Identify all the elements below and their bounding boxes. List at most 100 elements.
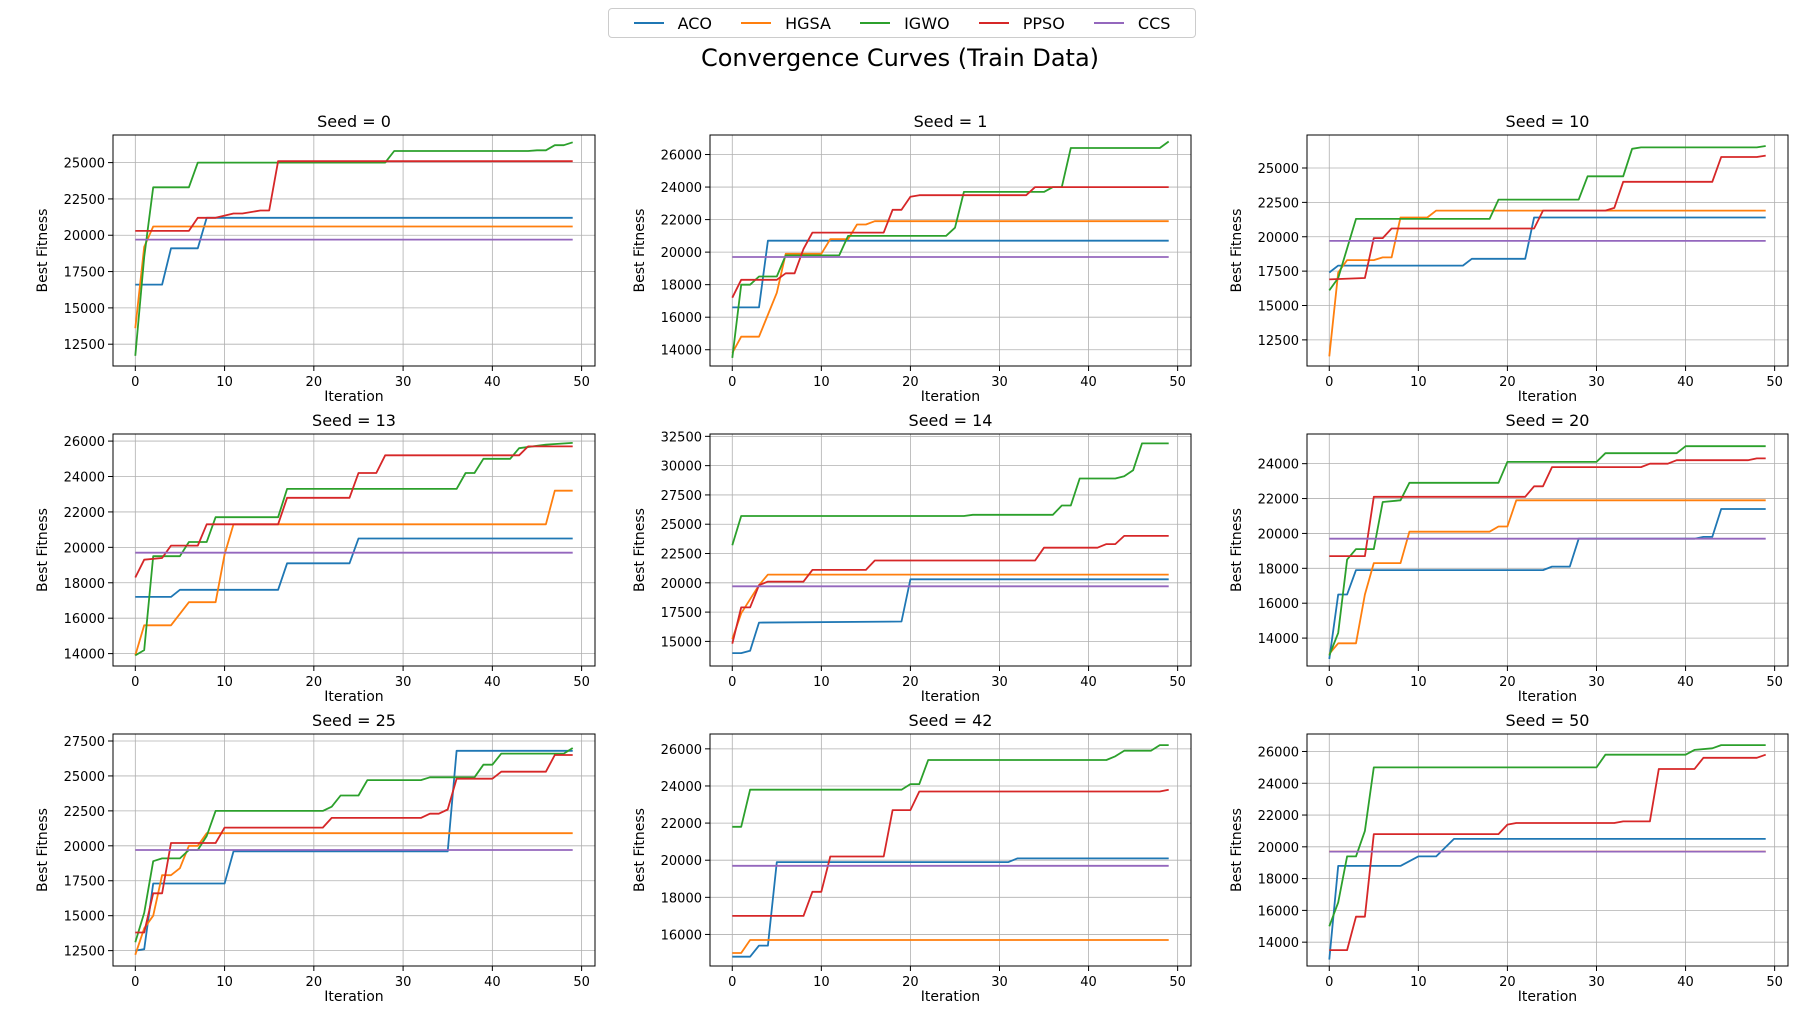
axes-frame xyxy=(1306,433,1789,667)
y-tick-label: 24000 xyxy=(661,181,702,196)
x-tick-label: 10 xyxy=(813,675,830,690)
y-tick-label: 14000 xyxy=(661,344,702,359)
series-line-aco xyxy=(135,537,573,598)
y-tick-label: 27500 xyxy=(661,489,702,504)
y-tick-label: 12500 xyxy=(64,945,105,960)
axes-frame xyxy=(709,433,1192,667)
legend-swatch xyxy=(1093,22,1124,24)
y-tick-label: 16000 xyxy=(64,612,105,627)
legend-item-ppso: PPSO xyxy=(978,14,1065,33)
axes-frame xyxy=(1306,134,1789,367)
y-tick-label: 24000 xyxy=(1258,777,1299,792)
series-line-ppso xyxy=(1329,753,1766,951)
chart-title: Seed = 25 xyxy=(312,711,396,730)
legend-item-aco: ACO xyxy=(633,13,712,33)
x-tick-label: 20 xyxy=(902,975,919,990)
series-line-ppso xyxy=(1329,154,1766,281)
series-line-ppso xyxy=(135,754,573,934)
y-axis-label: Best Fitness xyxy=(632,508,648,592)
y-tick-label: 16000 xyxy=(1258,597,1299,612)
chart-title: Seed = 13 xyxy=(312,411,396,430)
x-tick-label: 50 xyxy=(1766,675,1783,690)
y-tick-label: 24000 xyxy=(1258,458,1299,473)
x-tick-label: 50 xyxy=(573,675,590,690)
legend-label: HGSA xyxy=(785,13,831,33)
axes-frame xyxy=(112,733,596,967)
y-tick-label: 30000 xyxy=(661,460,702,475)
axes-frame xyxy=(709,134,1192,367)
y-tick-label: 25000 xyxy=(64,157,105,172)
x-tick-label: 40 xyxy=(1677,375,1694,390)
series-line-ppso xyxy=(135,160,573,232)
y-tick-label: 14000 xyxy=(64,648,105,663)
x-tick-label: 20 xyxy=(306,975,323,990)
x-tick-label: 40 xyxy=(1677,675,1694,690)
y-tick-label: 20000 xyxy=(64,541,105,556)
x-tick-label: 10 xyxy=(1410,975,1427,990)
series-line-igwo xyxy=(731,442,1169,546)
y-tick-label: 18000 xyxy=(1258,873,1299,888)
chart-panel: 0 10 20 30 40 50 14000 16000 18000 20000 22000 2400… xyxy=(35,411,596,705)
y-tick-label: 17500 xyxy=(1258,265,1299,280)
y-axis-label: Best Fitness xyxy=(1229,209,1245,293)
x-axis-label: Iteration xyxy=(1518,389,1577,405)
x-tick-label: 40 xyxy=(484,675,501,690)
x-axis-label: Iteration xyxy=(921,989,980,1005)
chart-title: Seed = 14 xyxy=(909,411,993,430)
y-axis-label: Best Fitness xyxy=(35,209,51,293)
y-tick-label: 22000 xyxy=(1258,493,1299,508)
y-tick-label: 24000 xyxy=(64,471,105,486)
x-tick-label: 0 xyxy=(1325,975,1333,990)
y-tick-label: 15000 xyxy=(661,635,702,650)
x-tick-label: 10 xyxy=(1410,375,1427,390)
x-tick-label: 30 xyxy=(1588,375,1605,390)
series-line-hgsa xyxy=(731,220,1169,354)
series-line-aco xyxy=(135,749,573,952)
x-tick-label: 50 xyxy=(573,375,590,390)
x-axis-label: Iteration xyxy=(324,689,383,705)
series-line-igwo xyxy=(134,141,573,356)
x-tick-label: 10 xyxy=(1410,675,1427,690)
y-tick-label: 22000 xyxy=(64,506,105,521)
x-tick-label: 50 xyxy=(573,975,590,990)
axes-frame xyxy=(112,134,596,367)
series-line-hgsa xyxy=(732,939,1169,954)
chart-panel: 0 10 20 30 40 50 14000 16000 18000 20000 22000 2400… xyxy=(632,112,1192,405)
chart-title: Seed = 10 xyxy=(1506,112,1590,131)
x-tick-label: 0 xyxy=(131,975,139,990)
x-tick-label: 10 xyxy=(216,975,233,990)
series-line-igwo xyxy=(731,140,1170,359)
y-tick-label: 25000 xyxy=(661,518,702,533)
series-line-ppso xyxy=(732,788,1169,917)
series-line-ppso xyxy=(1329,457,1766,557)
y-tick-label: 15000 xyxy=(64,302,105,317)
y-tick-label: 27500 xyxy=(64,735,105,750)
y-tick-label: 16000 xyxy=(1258,904,1299,919)
y-tick-label: 12500 xyxy=(64,338,105,353)
y-tick-label: 26000 xyxy=(661,743,702,758)
y-tick-label: 20000 xyxy=(1258,527,1299,542)
x-tick-label: 30 xyxy=(395,975,412,990)
y-tick-label: 26000 xyxy=(661,149,702,164)
series-line-hgsa xyxy=(731,573,1169,640)
x-tick-label: 0 xyxy=(1325,675,1333,690)
series-line-aco xyxy=(732,578,1169,654)
x-tick-label: 10 xyxy=(813,375,830,390)
series-line-ppso xyxy=(731,535,1169,644)
y-tick-label: 15000 xyxy=(64,910,105,925)
x-tick-label: 0 xyxy=(728,675,736,690)
chart-panel: 0 10 20 30 40 50 14000 16000 18000 20000 22000 2400… xyxy=(1229,711,1789,1005)
x-axis-label: Iteration xyxy=(921,689,980,705)
x-tick-label: 10 xyxy=(813,975,830,990)
y-tick-label: 20000 xyxy=(64,840,105,855)
x-tick-label: 20 xyxy=(902,375,919,390)
chart-panel: 0 10 20 30 40 50 12500 15000 17500 20000 22500 2500… xyxy=(1229,112,1789,405)
legend-label: ACO xyxy=(677,13,712,33)
x-tick-label: 20 xyxy=(306,375,323,390)
x-tick-label: 40 xyxy=(484,975,501,990)
x-tick-label: 30 xyxy=(395,375,412,390)
y-tick-label: 17500 xyxy=(64,875,105,890)
x-tick-label: 10 xyxy=(216,675,233,690)
y-tick-label: 18000 xyxy=(661,891,702,906)
